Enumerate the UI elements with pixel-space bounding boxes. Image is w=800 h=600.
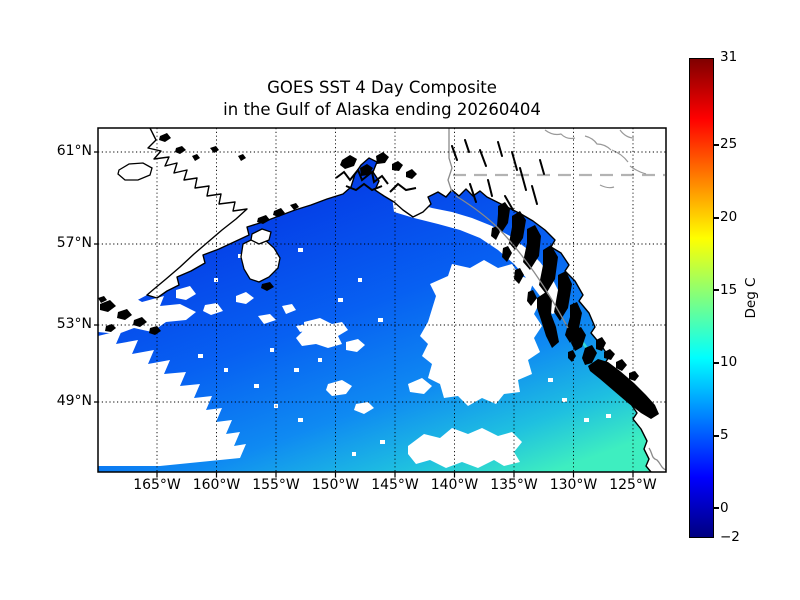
colorbar-tick-label: 0 [720,500,729,516]
x-tick-label: 160°W [192,477,241,493]
x-tick-label: 135°W [490,477,538,493]
colorbar-tick [714,144,719,146]
border-141W-and-panhandle [447,128,666,471]
y-tick-label: 61°N [56,143,92,159]
cloud-mask [98,196,611,468]
y-tick-label: 57°N [56,235,92,251]
colorbar-tick [714,362,719,364]
rivers [544,129,647,189]
plot-title: GOES SST 4 Day Composite in the Gulf of … [98,77,666,121]
nunivak-island [117,162,153,181]
colorbar-tick [714,289,719,291]
axis-ticks [94,151,634,478]
colorbar-units-label: Deg C [743,277,759,319]
colorbar-tick [714,507,719,509]
x-tick-label: 130°W [549,477,598,493]
prince-william-sound-detail [335,168,417,193]
x-tick-label: 165°W [133,477,181,493]
colorbar-tick-label: 25 [720,136,738,152]
x-tick-label: 145°W [371,477,419,493]
map-layers [98,128,666,472]
colorbar-tick [714,435,719,437]
x-tick-label: 155°W [252,477,300,493]
colorbar-tick-label: 5 [720,427,729,443]
axes-border [97,127,667,473]
colorbar-tick-label: 10 [720,354,738,370]
gridlines [98,128,666,472]
colorbar-tick-label: 20 [720,209,738,225]
x-tick-label: 140°W [430,477,479,493]
x-tick-label: 125°W [609,477,657,493]
plot-title-line2: in the Gulf of Alaska ending 20260404 [223,100,541,119]
colorbar-min-label: −2 [720,529,740,545]
y-tick-label: 53°N [56,316,92,332]
plot-title-line1: GOES SST 4 Day Composite [267,78,497,97]
x-tick-label: 150°W [311,477,360,493]
colorbar-tick-label: 15 [720,282,738,298]
afognak-island [250,228,272,245]
colorbar [689,58,714,538]
colorbar-max-label: 31 [720,49,738,65]
colorbar-tick [714,217,719,219]
islands-archipelago [98,133,659,419]
coastline [146,128,652,472]
y-tick-label: 49°N [56,393,92,409]
lakes [451,139,545,211]
